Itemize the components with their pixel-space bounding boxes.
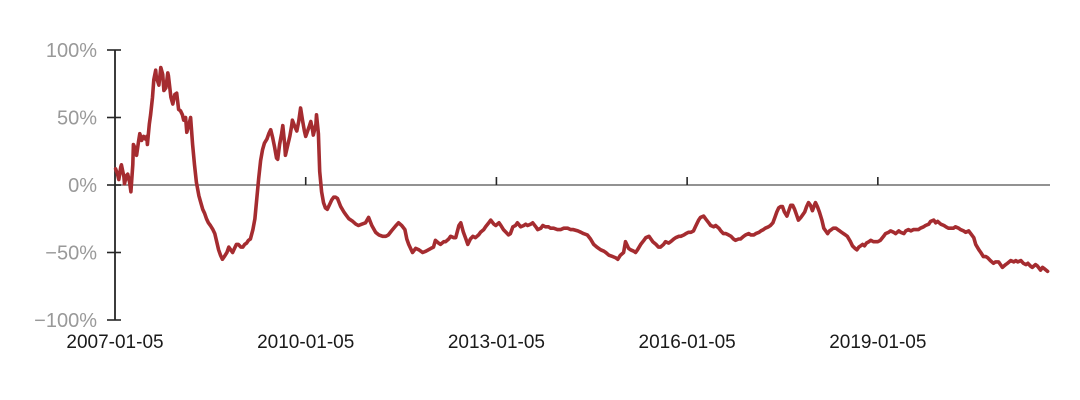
x-axis-label: 2019-01-05 [829,332,926,353]
y-axis-label: 50% [57,108,97,130]
x-axis-label: 2016-01-05 [639,332,736,353]
x-axis-label: 2007-01-05 [66,332,163,353]
x-axis-label: 2013-01-05 [448,332,545,353]
x-axis-label: 2010-01-05 [257,332,354,353]
y-axis-label: 100% [46,40,97,62]
series-line [113,65,1050,274]
y-axis-label: −50% [45,243,97,265]
y-axis-label: 0% [68,175,97,197]
y-axis-label: −100% [34,310,97,332]
